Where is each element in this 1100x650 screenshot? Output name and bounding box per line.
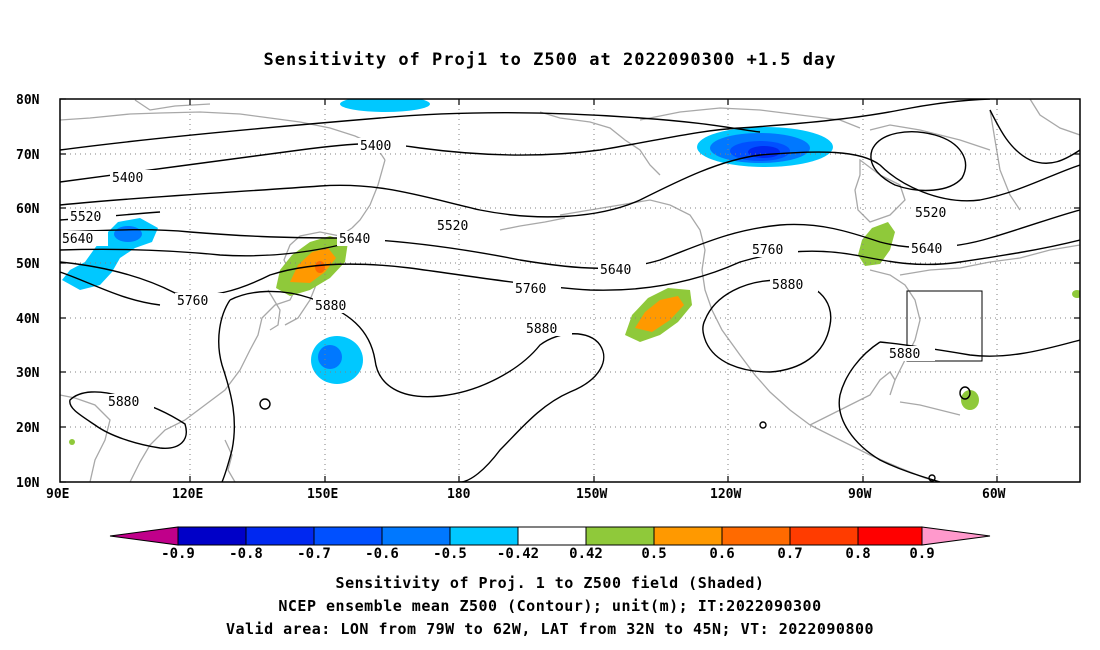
colorbar-segment	[721, 526, 791, 546]
colorbar-label: 0.7	[777, 546, 802, 562]
lat-label-60n: 60N	[16, 202, 40, 217]
contour-label: 5640	[339, 232, 370, 247]
contour-label: 5760	[752, 243, 783, 258]
lon-label-180: 180	[447, 487, 471, 502]
colorbar-segment	[381, 526, 451, 546]
colorbar-segment	[177, 526, 247, 546]
lon-label-60w: 60W	[982, 487, 1006, 502]
colorbar-label: -0.5	[433, 546, 467, 562]
shade-negative-3	[114, 226, 142, 242]
colorbar-segment	[585, 526, 655, 546]
shade-negative-5	[318, 345, 342, 369]
lat-label-50n: 50N	[16, 257, 40, 272]
contour-label: 5880	[315, 299, 346, 314]
colorbar-label: -0.9	[161, 546, 195, 562]
contour-labels: 5400 5400 5520 5520 5520 5640 5640 5640 …	[60, 138, 961, 410]
shade-positive-8	[1072, 290, 1080, 298]
contour-label: 5400	[360, 139, 391, 154]
shade-positive-6	[858, 222, 895, 266]
caption-line-1: Sensitivity of Proj. 1 to Z500 field (Sh…	[335, 574, 765, 592]
axis-ticks	[60, 98, 1080, 483]
map-frame	[59, 98, 1081, 483]
colorbar	[109, 526, 991, 546]
shade-positive-3	[315, 261, 325, 273]
colorbar-segment	[313, 526, 383, 546]
colorbar-labels: -0.9 -0.8 -0.7 -0.6 -0.5 -0.42 0.42 0.5 …	[161, 546, 935, 562]
contour-label: 5520	[915, 206, 946, 221]
lat-label-70n: 70N	[16, 148, 40, 163]
contour-label: 5880	[889, 347, 920, 362]
colorbar-label: -0.8	[229, 546, 263, 562]
lat-label-40n: 40N	[16, 312, 40, 327]
colorbar-label: -0.42	[497, 546, 539, 562]
contour-label: 5520	[437, 219, 468, 234]
colorbar-segment	[857, 526, 923, 546]
shade-positive-9	[69, 439, 75, 445]
map-title: Sensitivity of Proj1 to Z500 at 20220903…	[263, 50, 837, 70]
contour-label: 5400	[112, 171, 143, 186]
contour-label: 5640	[600, 263, 631, 278]
latitude-labels: 80N 70N 60N 50N 40N 30N 20N 10N	[16, 93, 40, 491]
lat-label-80n: 80N	[16, 93, 40, 108]
longitude-labels: 90E 120E 150E 180 150W 120W 90W 60W	[46, 487, 1006, 502]
colorbar-label: 0.5	[641, 546, 666, 562]
lat-label-10n: 10N	[16, 476, 40, 491]
contour-label: 5880	[108, 395, 139, 410]
lon-label-90w: 90W	[848, 487, 872, 502]
colorbar-min-arrow	[109, 526, 179, 546]
colorbar-segment	[517, 526, 587, 546]
contour-label: 5880	[772, 278, 803, 293]
caption-line-2: NCEP ensemble mean Z500 (Contour); unit(…	[278, 597, 822, 615]
caption-line-3: Valid area: LON from 79W to 62W, LAT fro…	[225, 620, 875, 638]
coastlines	[60, 99, 1080, 482]
colorbar-segment	[653, 526, 723, 546]
sensitivity-shading	[62, 99, 1080, 445]
shade-positive-5	[635, 296, 684, 332]
lon-label-150w: 150W	[576, 487, 607, 502]
lat-label-30n: 30N	[16, 366, 40, 381]
colorbar-max-arrow	[921, 526, 991, 546]
contour-label: 5880	[526, 322, 557, 337]
lon-label-150e: 150E	[307, 487, 338, 502]
contour-label: 5520	[70, 210, 101, 225]
grid-lines	[60, 99, 1080, 482]
lon-label-120e: 120E	[172, 487, 203, 502]
shade-positive-7	[961, 390, 979, 410]
colorbar-label: -0.7	[297, 546, 331, 562]
colorbar-label: 0.6	[709, 546, 734, 562]
colorbar-label: 0.42	[569, 546, 603, 562]
contour-label: 5760	[177, 294, 208, 309]
valid-area-box	[906, 290, 983, 362]
lon-label-120w: 120W	[710, 487, 741, 502]
colorbar-label: 0.8	[845, 546, 870, 562]
colorbar-label: -0.6	[365, 546, 399, 562]
colorbar-segment	[449, 526, 519, 546]
lon-label-90e: 90E	[46, 487, 69, 502]
colorbar-segment	[245, 526, 315, 546]
colorbar-segment	[789, 526, 859, 546]
lat-label-20n: 20N	[16, 421, 40, 436]
contour-label: 5640	[62, 232, 93, 247]
contour-label: 5760	[515, 282, 546, 297]
colorbar-label: 0.9	[909, 546, 934, 562]
shade-negative-1	[340, 99, 430, 112]
contour-label: 5640	[911, 242, 942, 257]
